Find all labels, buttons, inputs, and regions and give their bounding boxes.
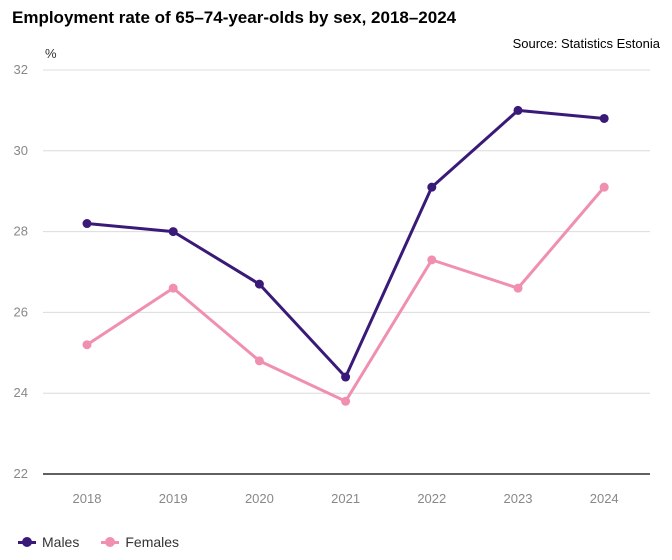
x-tick-label-2020: 2020 (245, 491, 274, 506)
data-point-males-2021 (341, 372, 351, 382)
data-point-females-2021 (341, 396, 351, 406)
y-tick-label-22: 22 (14, 466, 28, 481)
legend-item-females[interactable]: Females (101, 534, 179, 550)
data-point-females-2022 (427, 255, 437, 265)
x-axis-ticks: 2018 2019 2020 2021 2022 2023 2024 (73, 491, 619, 506)
x-tick-label-2022: 2022 (417, 491, 446, 506)
data-point-females-2019 (168, 283, 178, 293)
data-point-females-2023 (513, 283, 523, 293)
y-tick-label-26: 26 (14, 304, 28, 319)
data-point-females-2018 (82, 340, 92, 350)
data-point-females-2020 (254, 356, 264, 366)
data-point-males-2023 (513, 105, 523, 115)
legend: Males Females (18, 534, 179, 550)
data-point-males-2019 (168, 227, 178, 237)
x-tick-label-2021: 2021 (331, 491, 360, 506)
legend-item-males[interactable]: Males (18, 534, 79, 550)
y-tick-label-28: 28 (14, 224, 28, 239)
legend-label-females: Females (125, 534, 180, 550)
data-point-females-2024 (599, 182, 609, 192)
data-point-males-2020 (254, 279, 264, 289)
y-tick-label-30: 30 (14, 143, 28, 158)
legend-swatch-females (101, 536, 120, 548)
data-point-males-2018 (82, 219, 92, 229)
y-tick-label-32: 32 (14, 62, 28, 77)
y-axis-ticks: 22 24 26 28 30 32 (14, 62, 28, 481)
x-tick-label-2024: 2024 (590, 491, 619, 506)
legend-swatch-males (18, 536, 36, 548)
source-note: Source: Statistics Estonia (512, 36, 660, 51)
x-tick-label-2023: 2023 (504, 491, 533, 506)
y-axis-unit: % (45, 46, 57, 61)
y-tick-label-24: 24 (14, 385, 28, 400)
legend-label-males: Males (42, 534, 80, 550)
data-point-males-2024 (599, 113, 609, 123)
data-point-males-2022 (427, 182, 437, 192)
x-tick-label-2019: 2019 (159, 491, 188, 506)
gridlines (43, 69, 650, 475)
series-line-females (85, 185, 606, 403)
x-tick-label-2018: 2018 (73, 491, 102, 506)
series-layer (82, 105, 609, 406)
chart-title: Employment rate of 65–74-year-olds by se… (12, 8, 457, 27)
